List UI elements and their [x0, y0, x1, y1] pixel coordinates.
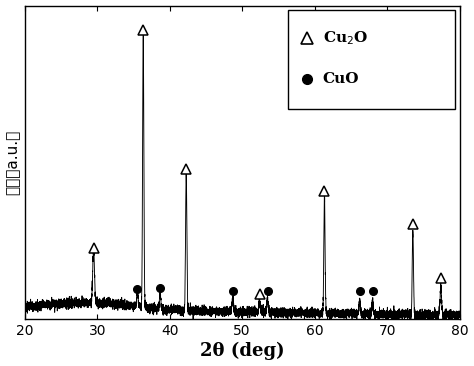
- Text: Cu$_2$O: Cu$_2$O: [323, 30, 368, 47]
- FancyBboxPatch shape: [288, 10, 456, 109]
- Text: CuO: CuO: [323, 72, 359, 86]
- X-axis label: 2θ (deg): 2θ (deg): [200, 342, 284, 361]
- Y-axis label: 強度（a.u.）: 強度（a.u.）: [6, 130, 20, 195]
